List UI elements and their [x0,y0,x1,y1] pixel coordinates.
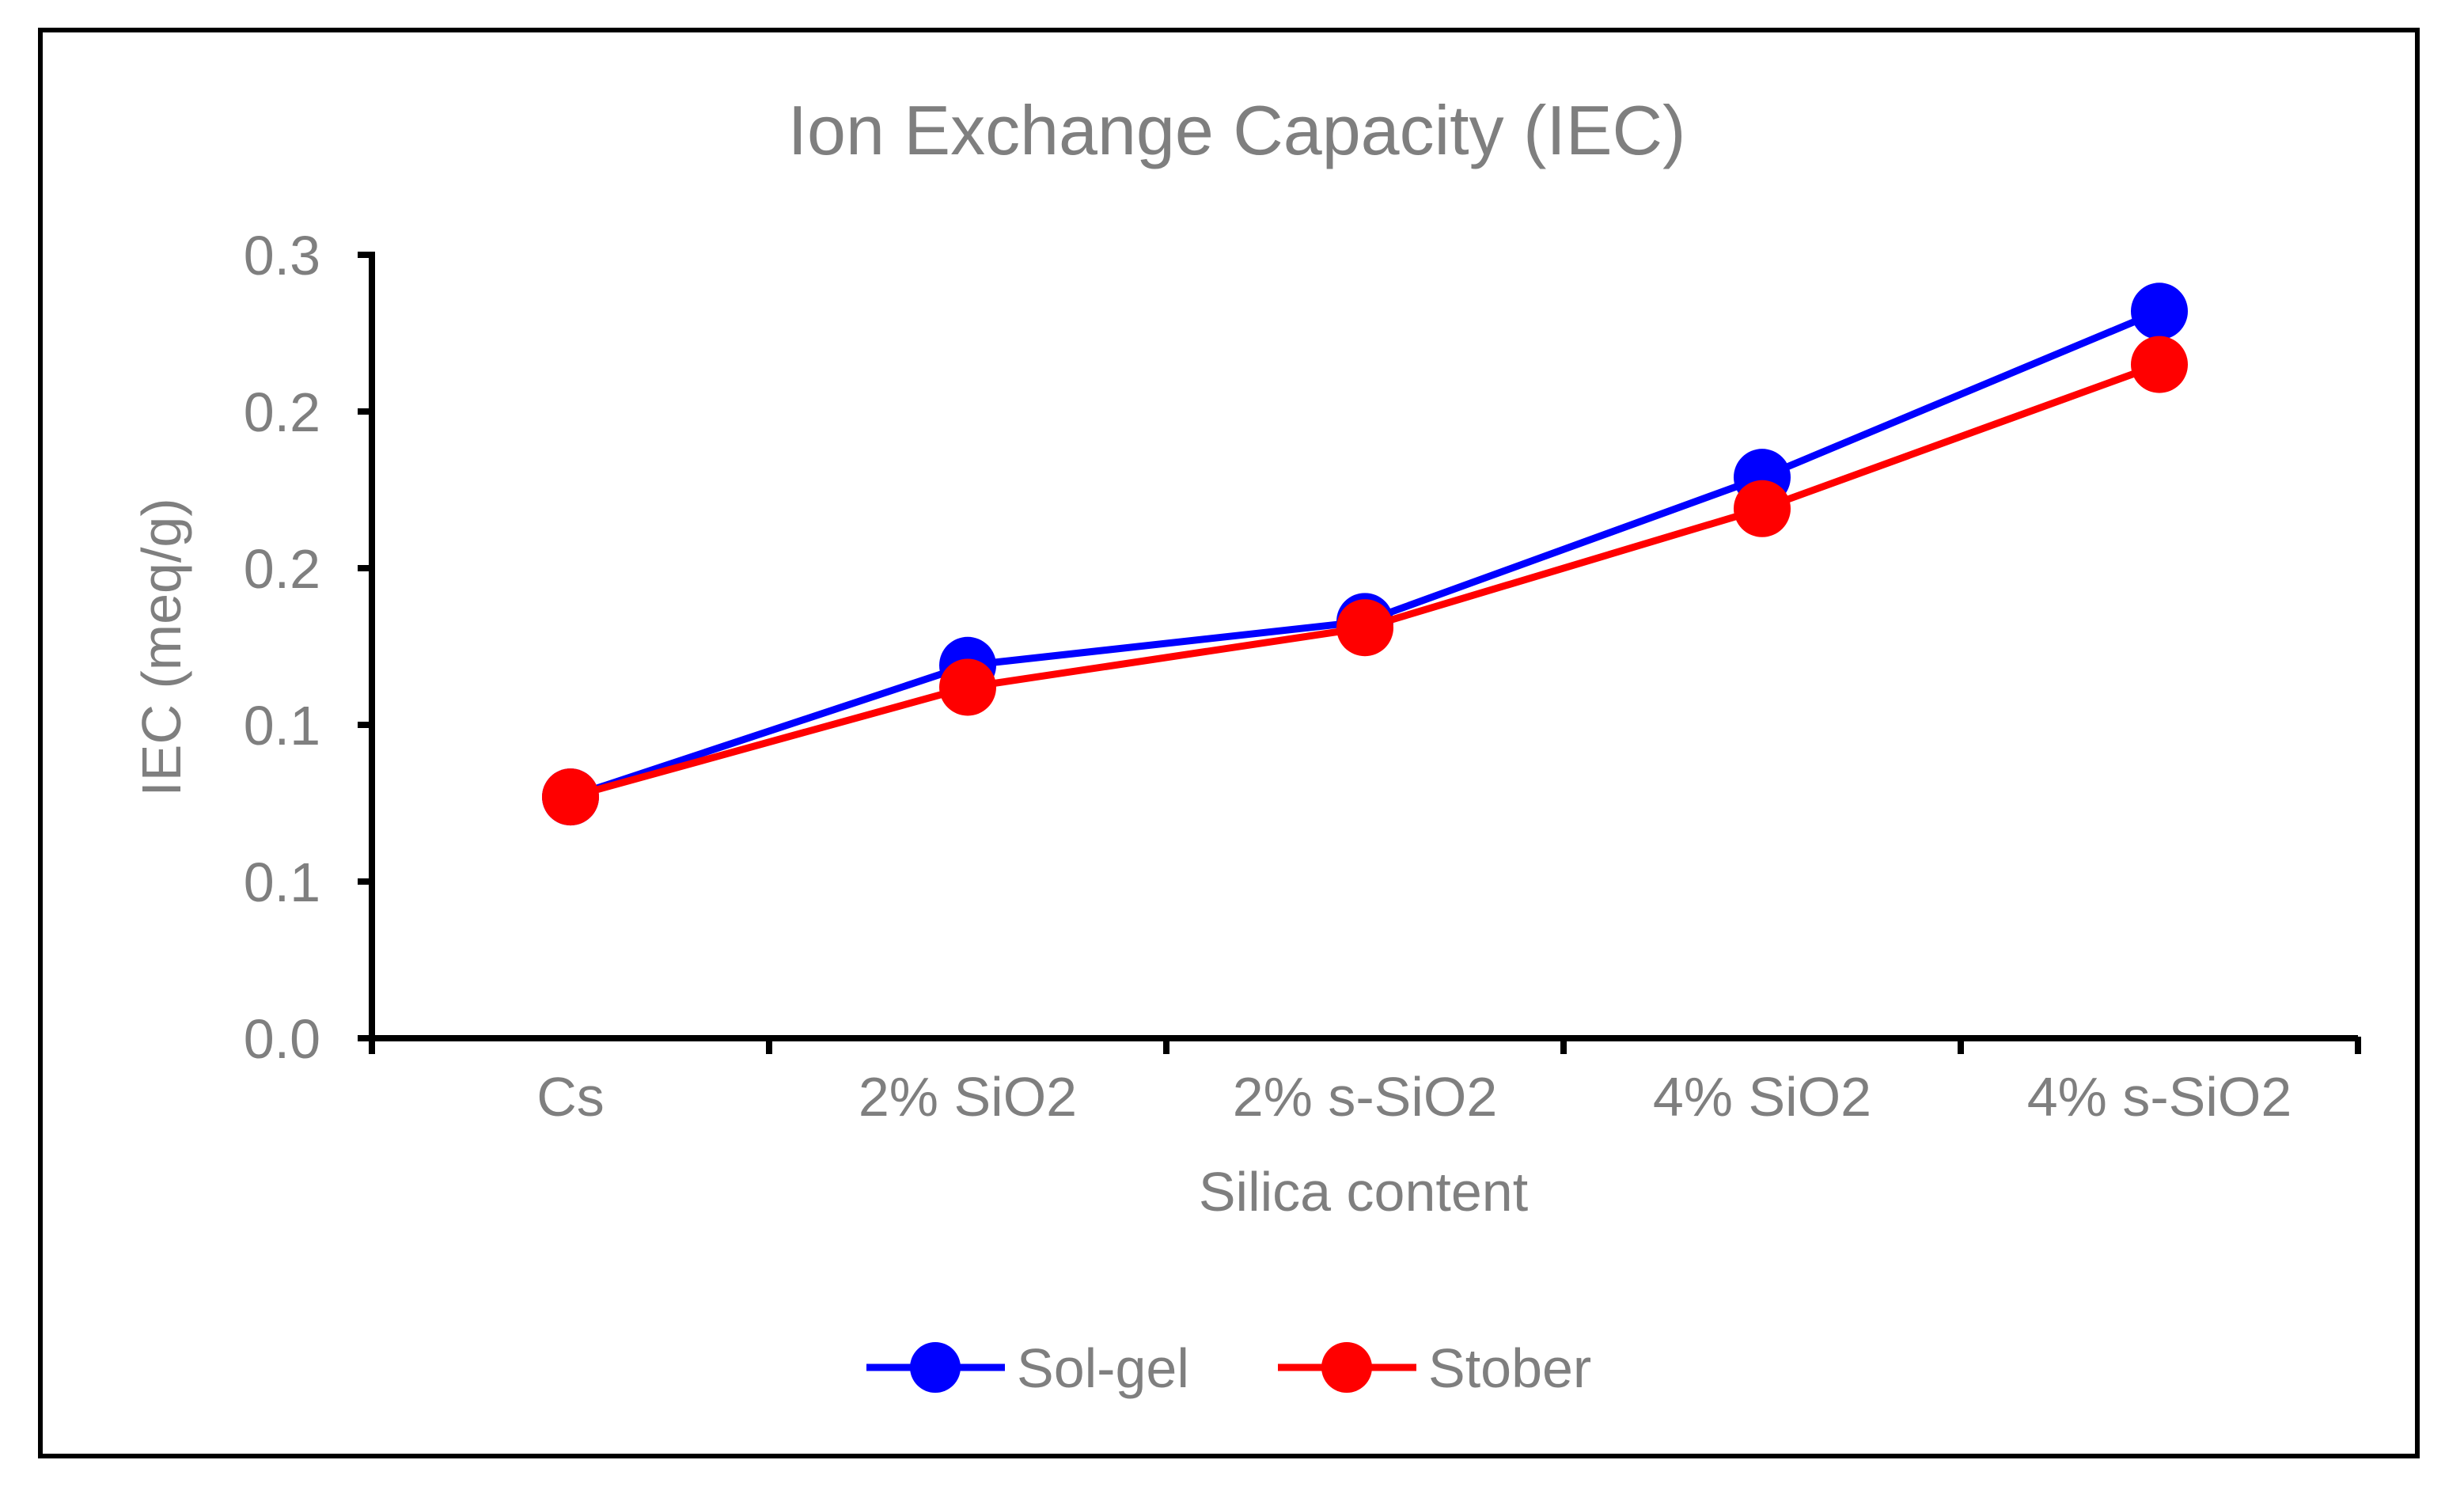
y-ticks: 0.0 0.1 0.1 0.2 0.2 0.3 [244,225,375,1070]
x-tick-label: Cs [536,1066,605,1128]
x-ticks: Cs 2% SiO2 2% s-SiO2 4% SiO2 4% s-SiO2 [369,1037,2361,1128]
series-stober [542,336,2188,826]
x-tick-label: 2% s-SiO2 [1233,1066,1498,1128]
legend: Sol-gel Stober [866,1337,1591,1399]
y-tick-label: 0.0 [244,1008,320,1070]
data-point [1734,480,1791,537]
data-point [2131,336,2188,393]
plot-axes [369,255,2358,1041]
data-point [1336,599,1393,657]
chart-title: Ion Exchange Capacity (IEC) [788,91,1686,169]
y-tick-label: 0.2 [244,381,320,443]
x-tick-label: 4% SiO2 [1653,1066,1871,1128]
x-tick-label: 2% SiO2 [859,1066,1077,1128]
series-layer [542,283,2188,826]
legend-item: Stober [1278,1337,1591,1399]
series-line [569,361,2161,801]
series-sol-gel [542,283,2188,826]
series-line [569,308,2161,801]
data-point [939,658,996,716]
y-tick-label: 0.3 [244,225,320,286]
data-point [542,768,599,826]
legend-item: Sol-gel [866,1337,1189,1399]
data-point [2131,283,2188,340]
chart-frame [38,28,2420,1458]
x-axis-title: Silica content [1199,1161,1528,1223]
legend-marker [1321,1342,1372,1393]
y-tick-label: 0.1 [244,695,320,757]
y-tick-label: 0.2 [244,538,320,600]
legend-label: Sol-gel [1017,1337,1189,1399]
y-axis-title: IEC (meq/g) [131,498,192,796]
legend-label: Stober [1428,1337,1591,1399]
legend-marker [910,1342,961,1393]
x-tick-label: 4% s-SiO2 [2027,1066,2292,1128]
y-tick-label: 0.1 [244,851,320,913]
